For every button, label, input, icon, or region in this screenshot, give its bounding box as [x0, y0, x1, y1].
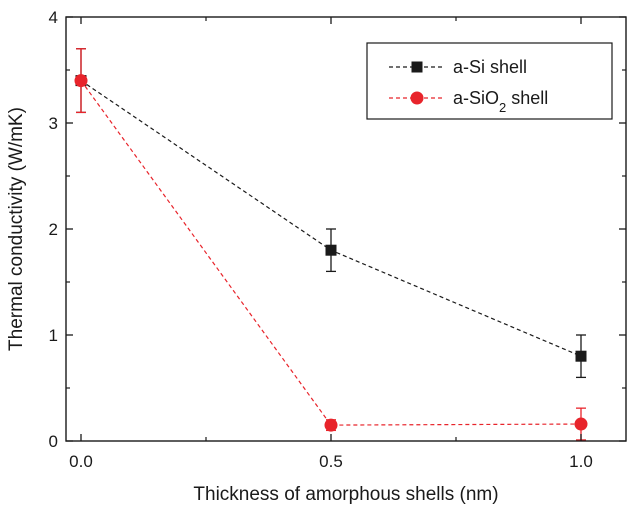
data-point — [324, 418, 338, 432]
y-tick-label: 0 — [49, 432, 58, 451]
legend-box — [366, 42, 613, 120]
legend-label: a-Si shell — [453, 57, 527, 77]
legend-marker — [411, 61, 423, 73]
y-tick-label: 3 — [49, 114, 58, 133]
x-tick-label: 0.0 — [69, 452, 93, 471]
y-tick-label: 1 — [49, 326, 58, 345]
y-tick-label: 4 — [49, 8, 58, 27]
y-tick-label: 2 — [49, 220, 58, 239]
x-tick-label: 1.0 — [569, 452, 593, 471]
plot-area — [74, 48, 588, 441]
axes: 0 1 2 3 4 0.0 0.5 1.0 — [49, 8, 627, 471]
legend-item: a-Si shell — [389, 57, 527, 77]
data-point — [325, 244, 337, 256]
x-tick-label: 0.5 — [319, 452, 343, 471]
legend-marker — [410, 91, 424, 105]
x-axis-title: Thickness of amorphous shells (nm) — [193, 484, 498, 505]
series-line — [80, 80, 582, 357]
data-point — [74, 74, 88, 88]
series-line — [80, 80, 582, 426]
y-axis-title: Thermal conductivity (W/mK) — [6, 107, 27, 351]
data-point — [575, 350, 587, 362]
series-2 — [74, 48, 588, 441]
data-point — [574, 417, 588, 431]
